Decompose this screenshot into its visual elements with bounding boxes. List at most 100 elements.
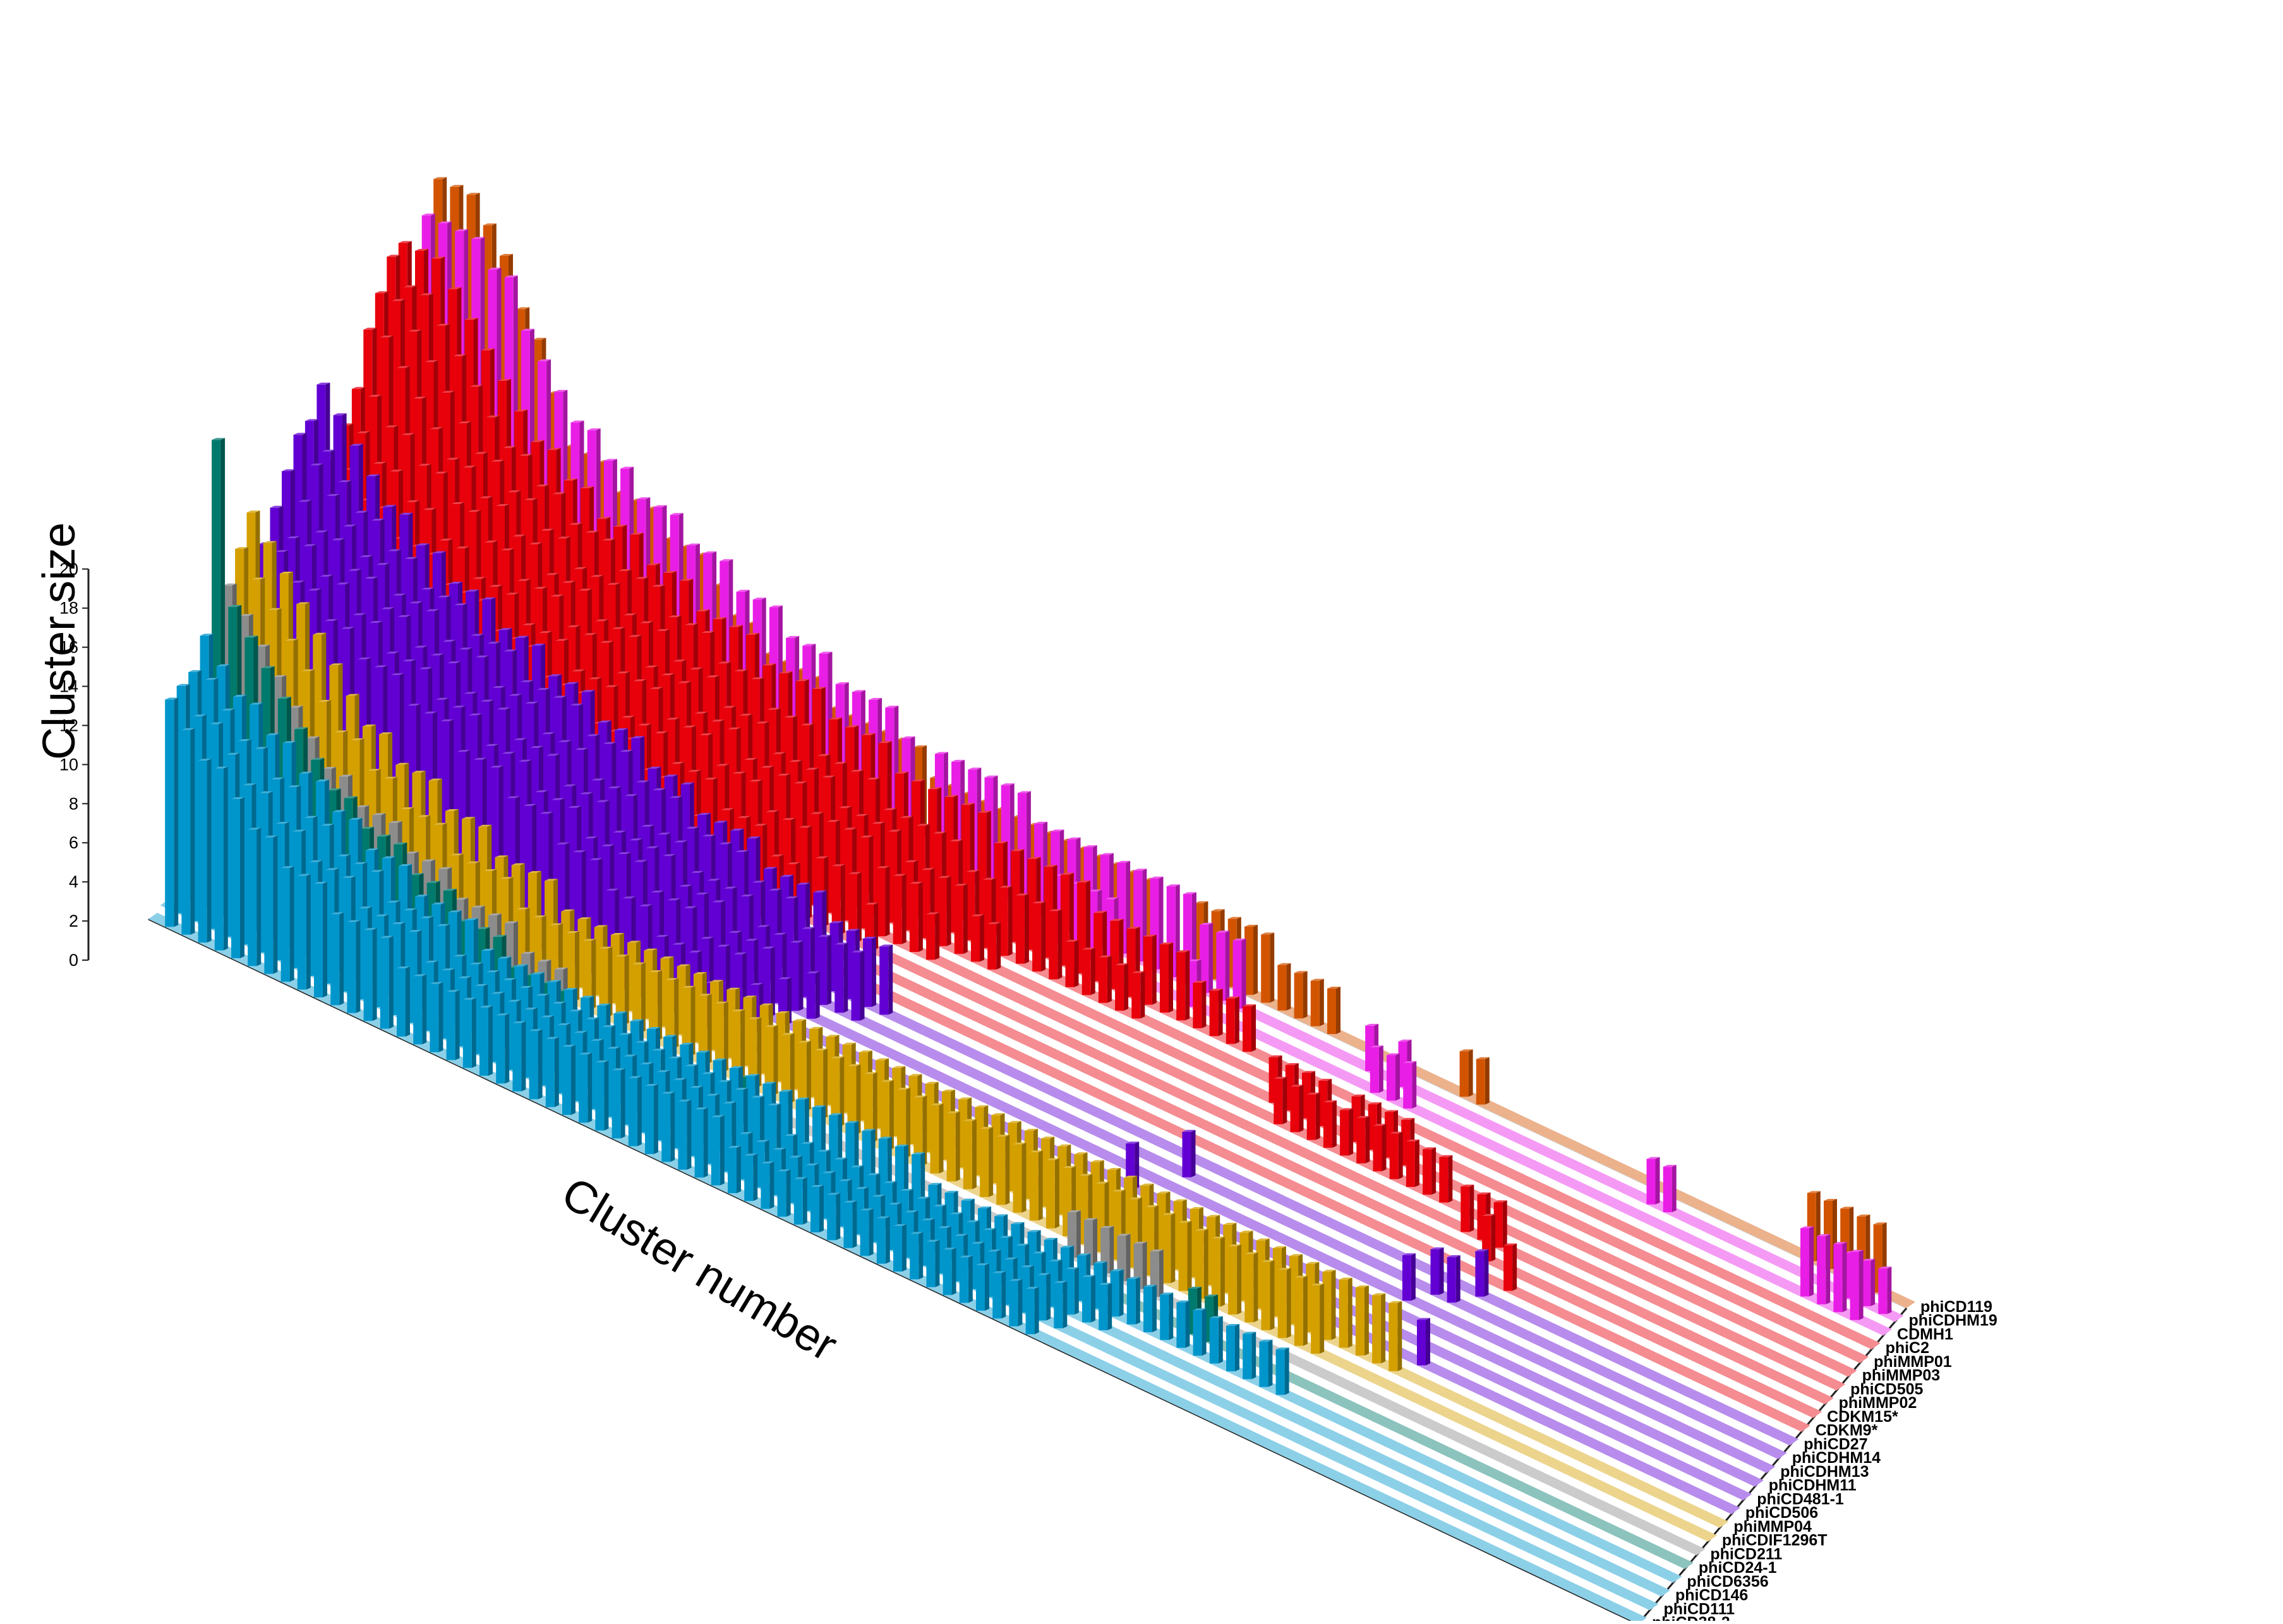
bar-top xyxy=(800,723,814,726)
bar xyxy=(761,948,771,1017)
bar-side xyxy=(802,1177,807,1225)
bar-top xyxy=(1493,1200,1507,1203)
bar-top xyxy=(851,950,865,953)
bar-top xyxy=(557,536,570,539)
bar-side xyxy=(1234,996,1239,1044)
bar xyxy=(1226,998,1235,1044)
bar-side xyxy=(1107,1282,1112,1330)
bar-top xyxy=(871,822,885,824)
bar-top xyxy=(761,1161,774,1164)
bar-top xyxy=(611,1068,625,1071)
bar-top xyxy=(1322,1270,1336,1272)
bar xyxy=(1162,1215,1171,1284)
bar-top xyxy=(545,1037,559,1039)
bar-top xyxy=(644,948,658,951)
bar-top xyxy=(396,366,410,368)
bar-side xyxy=(869,1208,874,1256)
bar-top xyxy=(1090,1160,1104,1162)
bar-top xyxy=(1133,869,1147,871)
bar-top xyxy=(728,930,742,933)
bar-top xyxy=(471,905,485,908)
bar xyxy=(330,914,340,1006)
bar-top xyxy=(977,810,991,813)
series-label: CDMH1 xyxy=(1897,1325,1953,1343)
bar-side xyxy=(323,882,327,997)
bar-side xyxy=(1046,1273,1051,1321)
bar-top xyxy=(336,582,350,585)
bar-side xyxy=(1826,1234,1831,1304)
bar-side xyxy=(840,864,845,935)
bar-top xyxy=(376,563,390,565)
bar-top xyxy=(347,568,361,571)
series-label: phiCDHM13 xyxy=(1780,1463,1869,1481)
bar-top xyxy=(926,912,940,915)
bar-top xyxy=(1398,1039,1412,1042)
bar-top xyxy=(1824,1199,1837,1201)
bar xyxy=(512,1023,522,1092)
bar-side xyxy=(723,1001,728,1072)
bar-top xyxy=(466,193,480,195)
bar-top xyxy=(462,817,476,819)
bar-side xyxy=(1299,1085,1304,1133)
bar-top xyxy=(356,805,370,807)
bar-top xyxy=(464,692,478,694)
bar xyxy=(645,1086,654,1154)
bar-top xyxy=(351,387,365,389)
bar xyxy=(806,973,816,1019)
bar xyxy=(479,1007,488,1076)
bar-top xyxy=(271,777,285,779)
bar-top xyxy=(566,931,580,933)
bar-top xyxy=(1067,1210,1081,1213)
bar xyxy=(1340,1110,1349,1156)
bar-top xyxy=(713,1058,726,1061)
bar-top xyxy=(310,463,323,466)
bar-top xyxy=(680,782,694,785)
bar-top xyxy=(606,582,620,585)
bar-top xyxy=(892,1066,906,1068)
bar-top xyxy=(1011,849,1025,851)
bar xyxy=(1029,1152,1039,1221)
bar-top xyxy=(1200,922,1214,925)
bar-top xyxy=(634,860,648,862)
bar-side xyxy=(488,1006,493,1076)
bar-top xyxy=(512,534,526,537)
bar-top xyxy=(1340,1108,1354,1110)
bar-top xyxy=(1112,1189,1126,1192)
bar-top xyxy=(486,970,500,973)
bar-top xyxy=(500,877,514,879)
bar-top xyxy=(1110,918,1124,921)
bar-top xyxy=(410,873,424,875)
series-label: phiCDIF1296T xyxy=(1722,1532,1828,1549)
bar-top xyxy=(297,874,311,876)
bar xyxy=(732,1011,741,1080)
bar-side xyxy=(641,962,646,1033)
bar-top xyxy=(781,1033,795,1035)
bar-top xyxy=(270,505,284,508)
bar xyxy=(397,968,406,1037)
bar-top xyxy=(736,589,750,592)
bar-top xyxy=(473,577,486,579)
bar-top xyxy=(624,794,638,797)
bar-top xyxy=(352,613,366,615)
bar-top xyxy=(928,1182,942,1185)
bar xyxy=(1878,1268,1888,1314)
bar-top xyxy=(1020,1265,1034,1268)
bar-top xyxy=(563,478,577,481)
bar-top xyxy=(862,733,876,735)
bar-top xyxy=(536,484,550,486)
bar-top xyxy=(325,868,339,870)
bar xyxy=(1439,1157,1449,1203)
bar-side xyxy=(1412,1061,1417,1109)
bar-top xyxy=(657,833,671,835)
bar-side xyxy=(372,928,377,1021)
bar-top xyxy=(1037,1273,1051,1275)
bar-side xyxy=(1251,1004,1256,1052)
bar-top xyxy=(421,587,435,590)
bar xyxy=(1403,1062,1413,1109)
bar-top xyxy=(547,980,561,982)
bar-top xyxy=(380,935,394,938)
bar-side xyxy=(1090,947,1095,995)
bar xyxy=(781,1035,790,1104)
bar-top xyxy=(638,723,651,726)
bar-top xyxy=(651,1049,665,1051)
